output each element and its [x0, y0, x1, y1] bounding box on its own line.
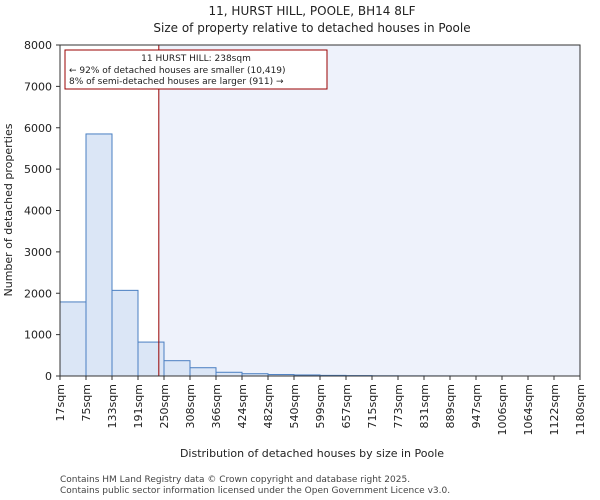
x-tick-label: 17sqm	[54, 384, 67, 421]
y-tick-label: 8000	[24, 39, 52, 52]
x-tick-label: 191sqm	[132, 384, 145, 428]
x-tick-label: 599sqm	[314, 384, 327, 428]
x-axis: 17sqm 75sqm 133sqm 191sqm 250sqm 308sqm 366sqm…	[54, 376, 587, 435]
bar	[137, 341, 165, 377]
y-axis: 0 1000 2000 3000 4000 5000 6000 7000 8000	[24, 39, 60, 383]
y-tick-label: 4000	[24, 205, 52, 218]
plot-frame	[59, 44, 581, 377]
annotation-line-2: ← 92% of detached houses are smaller (10…	[69, 66, 286, 76]
footer-line-2: Contains public sector information licen…	[60, 486, 450, 496]
x-tick-label: 715sqm	[366, 384, 379, 428]
x-tick-label: 889sqm	[444, 384, 457, 428]
x-tick-label: 133sqm	[106, 384, 119, 428]
y-tick-label: 3000	[24, 246, 52, 259]
x-tick-label: 308sqm	[184, 384, 197, 428]
y-axis-label: Number of detached properties	[2, 123, 15, 296]
x-tick-label: 1180sqm	[574, 384, 587, 435]
bar	[215, 371, 243, 377]
bars-group	[59, 133, 503, 377]
bar	[59, 301, 87, 377]
y-tick-label: 7000	[24, 80, 52, 93]
x-tick-label: 1122sqm	[548, 384, 561, 435]
x-tick-label: 1006sqm	[496, 384, 509, 435]
x-tick-label: 250sqm	[158, 384, 171, 428]
larger-region-shade	[158, 45, 580, 376]
x-tick-label: 831sqm	[418, 384, 431, 428]
annotation-line-3: 8% of semi-detached houses are larger (9…	[69, 77, 284, 87]
x-tick-label: 540sqm	[288, 384, 301, 428]
x-tick-label: 773sqm	[392, 384, 405, 428]
bar	[189, 367, 217, 377]
y-tick-label: 0	[45, 370, 52, 383]
x-tick-label: 424sqm	[236, 384, 249, 428]
x-tick-label: 657sqm	[340, 384, 353, 428]
x-tick-label: 482sqm	[262, 384, 275, 428]
bar	[163, 360, 191, 377]
x-tick-label: 366sqm	[210, 384, 223, 428]
x-tick-label: 75sqm	[80, 384, 93, 421]
chart-title: 11, HURST HILL, POOLE, BH14 8LF	[209, 4, 416, 18]
bar	[111, 289, 139, 377]
bar	[85, 133, 113, 377]
x-tick-label: 1064sqm	[522, 384, 535, 435]
annotation-line-1: 11 HURST HILL: 238sqm	[141, 54, 251, 64]
y-tick-label: 1000	[24, 329, 52, 342]
y-tick-label: 2000	[24, 287, 52, 300]
x-axis-label: Distribution of detached houses by size …	[180, 447, 444, 460]
y-tick-label: 5000	[24, 163, 52, 176]
y-tick-label: 6000	[24, 122, 52, 135]
annotation-frame	[64, 49, 328, 90]
footer-line-1: Contains HM Land Registry data © Crown c…	[60, 475, 410, 485]
chart-subtitle: Size of property relative to detached ho…	[153, 21, 470, 35]
x-tick-label: 947sqm	[470, 384, 483, 428]
annotation-box: 11 HURST HILL: 238sqm ← 92% of detached …	[64, 49, 328, 90]
